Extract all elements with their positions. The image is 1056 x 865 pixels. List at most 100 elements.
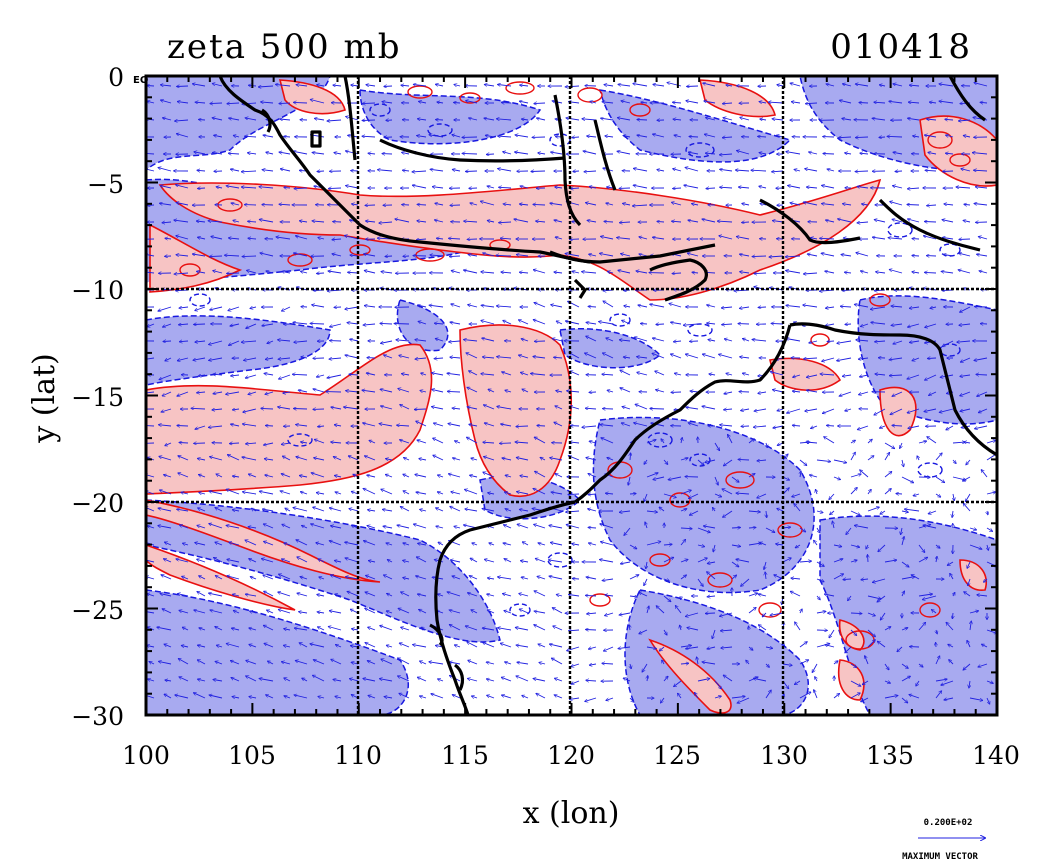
wind-vector [943,171,954,172]
wind-vector [758,307,767,308]
wind-vector [276,237,291,240]
x-tick-label: 100 [122,741,170,770]
wind-vector [826,307,835,308]
wind-vector [759,153,767,154]
wind-vector [484,423,495,427]
wind-vector [618,84,631,86]
wind-vector [875,374,886,375]
wind-vector [248,221,257,222]
wind-vector [197,271,206,273]
wind-vector [956,187,971,188]
wind-vector [497,357,512,358]
wind-vector [777,85,784,86]
wind-vector [435,339,444,342]
wind-vector [675,373,682,375]
wind-vector [417,136,427,137]
wind-vector [179,341,189,342]
wind-vector [805,169,818,172]
wind-vector [742,204,750,206]
wind-vector [633,185,648,189]
wind-vector [331,407,342,410]
wind-vector [241,187,257,188]
wind-vector [262,170,274,171]
wind-vector [608,272,614,274]
wind-vector [158,306,172,311]
wind-vector [447,373,461,375]
wind-vector [536,221,546,222]
wind-vector [943,238,954,240]
wind-vector [481,321,495,325]
wind-vector [451,304,461,308]
wind-vector [804,358,818,359]
wind-vector [724,409,733,410]
wind-vector [687,253,699,257]
wind-vector [533,204,546,205]
wind-vector [176,236,189,240]
wind-vector [468,305,478,308]
wind-vector [959,324,971,325]
map-date: 010418 [830,27,972,67]
wind-vector [537,118,546,120]
wind-vector [566,118,580,121]
wind-vector [432,373,444,376]
wind-vector [944,204,954,205]
wind-vector [413,84,427,86]
wind-vector [719,354,733,359]
wind-vector [600,425,614,426]
map-title: zeta 500 mb [167,27,401,67]
wind-vector [913,136,920,137]
wind-vector [687,86,699,87]
wind-vector [856,137,869,138]
wind-vector [623,203,631,205]
wind-vector [809,341,818,343]
wind-vector [420,391,427,393]
wind-vector [450,256,461,257]
wind-vector [327,120,342,121]
wind-vector [417,221,427,222]
y-tick-label: −30 [71,702,124,731]
wind-vector [193,84,206,87]
wind-vector [957,341,971,342]
wind-vector [807,187,818,188]
wind-vector [604,85,614,86]
wind-vector [317,375,325,377]
wind-vector [147,101,155,103]
wind-vector [706,118,716,121]
wind-vector [927,119,937,120]
wind-vector [786,152,801,155]
wind-vector [751,170,767,171]
wind-vector [688,152,699,154]
wind-vector [261,102,274,103]
wind-vector [686,101,699,104]
wind-vector [352,204,359,205]
vector-legend: 0.200E+02 MAXIMUM VECTOR [902,818,985,862]
wind-vector [672,221,682,222]
wind-vector [412,185,427,189]
wind-vector [533,270,546,274]
wind-vector [583,151,597,155]
wind-vector [146,152,155,155]
wind-vector [618,118,631,121]
wind-vector [380,389,393,393]
wind-vector [840,100,852,104]
wind-vector [467,407,478,410]
wind-vector [243,408,257,412]
wind-vector [350,255,359,256]
wind-vector [889,357,903,360]
wind-vector [974,83,988,87]
wind-vector [418,321,427,325]
wind-vector [332,239,342,240]
wind-vector [891,324,903,325]
wind-vector [772,171,784,172]
wind-vector [521,372,529,376]
wind-vector [258,86,274,87]
wind-vector [161,100,172,104]
wind-vector [653,84,665,86]
wind-vector [637,357,648,358]
wind-vector [793,374,801,377]
wind-vector [163,323,172,327]
wind-vector [723,118,733,121]
x-tick-label: 110 [334,741,382,770]
wind-vector [279,152,291,155]
x-tick-label: 135 [866,741,914,770]
